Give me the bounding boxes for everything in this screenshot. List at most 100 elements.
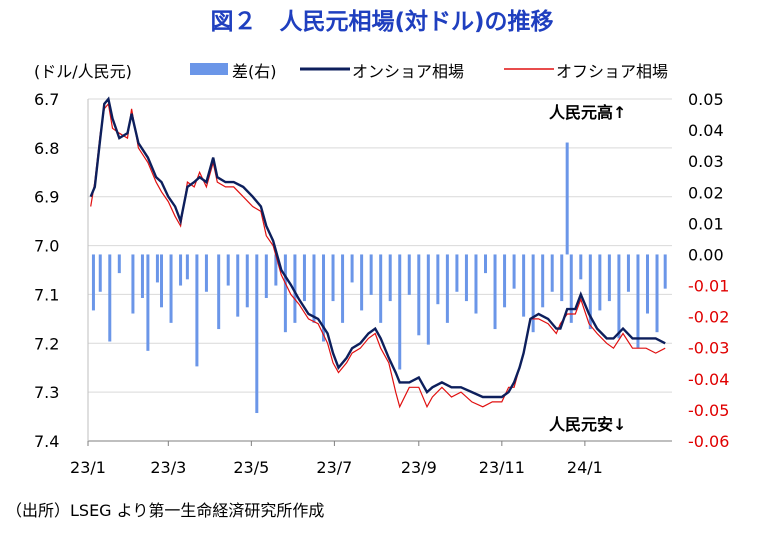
diff-bar — [474, 254, 478, 314]
diff-bar — [579, 254, 583, 280]
diff-bar — [341, 254, 345, 323]
diff-bar — [569, 254, 573, 323]
diff-bar — [645, 254, 649, 314]
diff-bar — [274, 254, 278, 286]
axes: 6.7 6.8 6.9 7.0 7.1 7.2 7.3 7.4 0.05 0.04 0.03 0.02… — [34, 90, 729, 477]
onshore-line — [89, 96, 666, 399]
x-tick-label: 23/3 — [150, 458, 186, 477]
diff-bar — [322, 254, 326, 342]
diff-bar — [155, 254, 159, 283]
x-tick-label: 23/9 — [401, 458, 437, 477]
diff-bar — [636, 254, 640, 348]
diff-bar — [195, 254, 199, 367]
diff-bar — [512, 254, 516, 289]
diff-bar — [293, 254, 297, 323]
right-tick-label: -0.06 — [688, 432, 729, 451]
legend-label-onshore: オンショア相場 — [352, 62, 464, 81]
legend-swatch-diff — [190, 63, 228, 75]
diff-bar — [312, 254, 316, 323]
right-tick-label: 0.01 — [688, 214, 724, 233]
diff-bar — [407, 254, 411, 295]
diff-bar — [607, 254, 611, 302]
right-tick-label: -0.03 — [688, 339, 729, 358]
diff-bar — [565, 142, 569, 255]
diff-bar — [185, 254, 189, 280]
diff-bar — [522, 254, 526, 317]
diff-bar — [140, 254, 144, 298]
legend-label-offshore: オフショア相場 — [556, 62, 668, 81]
diff-bar — [236, 254, 240, 317]
left-tick-label: 6.9 — [34, 188, 59, 207]
x-tick-label: 23/5 — [233, 458, 269, 477]
diff-bar — [663, 254, 667, 289]
diff-bar — [369, 254, 373, 295]
diff-bar — [464, 254, 468, 302]
right-tick-label: -0.02 — [688, 308, 729, 327]
left-tick-label: 7.4 — [34, 432, 59, 451]
diff-bar — [588, 254, 592, 330]
diff-bar — [493, 254, 497, 330]
annotation-depreciation: 人民元安↓ — [549, 415, 626, 434]
diff-bar — [283, 254, 287, 333]
right-tick-label: -0.01 — [688, 277, 729, 296]
diff-bar — [360, 254, 364, 311]
diff-bar — [379, 254, 383, 323]
diff-bar — [255, 254, 259, 414]
diff-bar — [264, 254, 268, 298]
x-tick-label: 23/1 — [70, 458, 106, 477]
unit-label: (ドル/人民元) — [34, 62, 132, 81]
series-lines — [89, 96, 666, 409]
diff-bar — [455, 254, 459, 292]
diff-bars — [91, 142, 667, 414]
diff-bar — [626, 254, 630, 292]
diff-bar — [117, 254, 121, 274]
right-tick-label: 0.02 — [688, 183, 724, 202]
diff-bar — [445, 254, 449, 323]
annotation-appreciation: 人民元高↑ — [549, 103, 626, 122]
right-tick-label: 0.03 — [688, 152, 724, 171]
offshore-line — [90, 102, 666, 409]
left-tick-label: 7.3 — [34, 383, 59, 402]
right-tick-label: 0.00 — [688, 245, 724, 264]
right-tick-label: -0.04 — [688, 370, 729, 389]
diff-bar — [417, 254, 421, 336]
diff-bar — [484, 254, 488, 274]
diff-bar — [160, 254, 164, 308]
diff-bar — [598, 254, 602, 311]
diff-bar — [531, 254, 535, 333]
diff-bar — [350, 254, 354, 283]
diff-bar — [131, 254, 135, 314]
legend: 差(右) オンショア相場 オフショア相場 — [190, 62, 668, 81]
diff-bar — [245, 254, 249, 308]
diff-bar — [426, 254, 430, 345]
right-tick-label: 0.05 — [688, 90, 724, 109]
left-tick-label: 7.1 — [34, 285, 59, 304]
legend-label-diff: 差(右) — [232, 62, 277, 81]
x-tick-label: 23/7 — [316, 458, 352, 477]
diff-bar — [108, 254, 112, 342]
left-tick-label: 6.8 — [34, 139, 59, 158]
diff-bar — [179, 254, 183, 286]
diff-bar — [388, 254, 392, 302]
diff-bar — [398, 254, 402, 370]
source-note: （出所）LSEG より第一生命経済研究所作成 — [6, 501, 325, 520]
left-tick-label: 6.7 — [34, 90, 59, 109]
diff-bar — [331, 254, 335, 302]
diff-bar — [169, 254, 173, 323]
x-tick-label: 23/11 — [479, 458, 525, 477]
diff-bar — [217, 254, 221, 330]
diff-bar — [541, 254, 545, 308]
diff-bar — [204, 254, 208, 292]
diff-bar — [436, 254, 440, 305]
chart-title: 図２ 人民元相場(対ドル)の推移 — [210, 9, 554, 35]
diff-bar — [617, 254, 621, 339]
diff-bar — [98, 254, 102, 292]
x-tick-label: 24/1 — [567, 458, 603, 477]
diff-bar — [302, 254, 306, 302]
diff-bar — [503, 254, 507, 308]
right-tick-label: 0.04 — [688, 121, 724, 140]
right-tick-label: -0.05 — [688, 401, 729, 420]
diff-bar — [226, 254, 230, 286]
diff-bar — [146, 254, 150, 351]
diff-bar — [550, 254, 554, 292]
